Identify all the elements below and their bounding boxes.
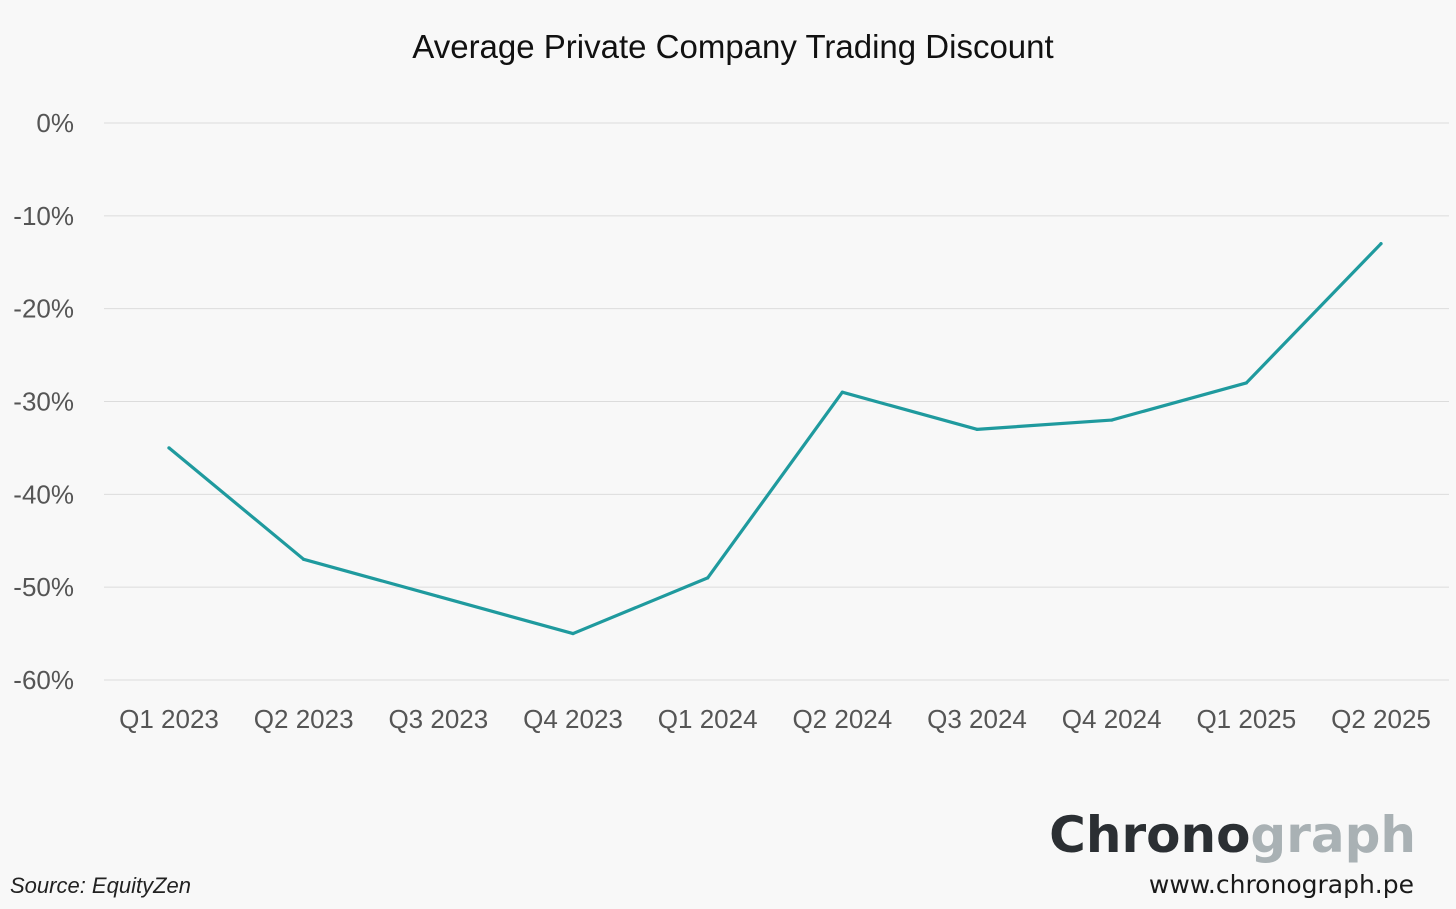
y-tick-label: -20% (13, 294, 74, 324)
x-tick-label: Q2 2024 (792, 704, 892, 734)
source-label: Source: EquityZen (10, 873, 191, 898)
data-point (1110, 418, 1114, 422)
logo-text-light: graph (1250, 806, 1416, 864)
x-tick-label: Q1 2023 (119, 704, 219, 734)
x-tick-label: Q1 2025 (1196, 704, 1296, 734)
y-tick-label: -10% (13, 201, 74, 231)
gridlines (104, 122, 1449, 681)
series-line (167, 242, 1383, 636)
data-point (1244, 381, 1248, 385)
x-tick-label: Q4 2024 (1062, 704, 1162, 734)
data-point (975, 427, 979, 431)
logo-wordmark: Chronograph (1049, 806, 1416, 864)
y-tick-label: 0% (36, 108, 74, 138)
chronograph-logo: Chronograph www.chronograph.pe (1049, 806, 1416, 899)
y-tick-label: -50% (13, 572, 74, 602)
x-tick-label: Q4 2023 (523, 704, 623, 734)
data-point (706, 576, 710, 580)
logo-url: www.chronograph.pe (1149, 870, 1414, 899)
data-point (840, 390, 844, 394)
x-tick-label: Q3 2023 (388, 704, 488, 734)
x-tick-label: Q1 2024 (658, 704, 758, 734)
chart-title: Average Private Company Trading Discount (412, 28, 1053, 65)
data-point (167, 446, 171, 450)
x-axis-tick-labels: Q1 2023 Q2 2023 Q3 2023 Q4 2023 Q1 2024 Q2 20… (119, 704, 1431, 734)
y-axis-tick-labels: 0% -10% -20% -30% -40% -50% -60% (13, 108, 74, 695)
series-layer (167, 242, 1383, 636)
data-point (571, 631, 575, 636)
x-tick-label: Q2 2023 (254, 704, 354, 734)
y-tick-label: -40% (13, 479, 74, 509)
x-tick-label: Q3 2024 (927, 704, 1027, 734)
y-tick-label: -30% (13, 387, 74, 417)
logo-text-dark: Chrono (1049, 806, 1250, 864)
data-point (302, 557, 306, 561)
x-tick-label: Q2 2025 (1331, 704, 1431, 734)
data-point (436, 594, 440, 599)
y-tick-label: -60% (13, 665, 74, 695)
data-point (1379, 242, 1383, 246)
